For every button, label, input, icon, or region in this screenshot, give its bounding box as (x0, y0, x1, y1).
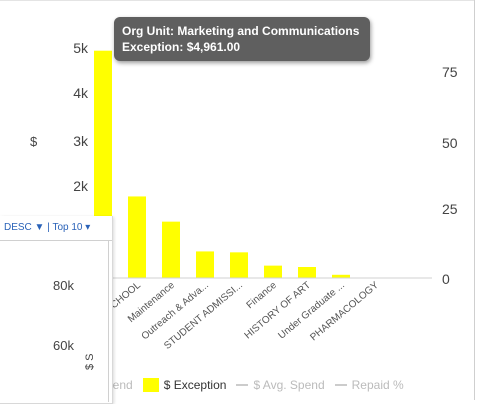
tooltip-key-org-unit: Org Unit: (122, 24, 174, 38)
sort-dropdown[interactable]: DESC ▼ (4, 222, 45, 233)
chevron-down-icon[interactable]: ▾ (85, 222, 91, 233)
legend-label-repaid: Repaid % (351, 378, 404, 392)
bar-6[interactable] (298, 267, 316, 278)
legend-swatch-avg-spend (236, 384, 249, 386)
tooltip-value-exception: $4,961.00 (186, 40, 241, 54)
y-tick-left-3k: 3k (73, 133, 88, 149)
panel-border (0, 0, 474, 1)
y-tick-right-0: 0 (442, 271, 450, 287)
legend-swatch-repaid (334, 384, 347, 386)
subchart-y-title: $ S (84, 353, 96, 370)
y-tick-left-4k: 4k (73, 85, 88, 101)
subchart-y-tick-80k: 80k (53, 278, 74, 293)
y-tick-left-5k: 5k (73, 40, 88, 56)
legend-item-exception[interactable]: $ Exception (142, 378, 227, 392)
bar-7[interactable] (332, 274, 350, 278)
bar-3[interactable] (196, 251, 214, 278)
subchart-y-tick-60k: 60k (53, 338, 74, 353)
tooltip-value-org-unit: Marketing and Communications (177, 24, 360, 38)
subchart-axis (108, 240, 109, 402)
tooltip: Org Unit: Marketing and Communications E… (114, 17, 370, 61)
tooltip-key-exception: Exception: (122, 40, 184, 54)
bar-5[interactable] (264, 265, 282, 278)
y-tick-left-2k: 2k (73, 178, 88, 194)
subchart-controls: DESC ▼ | Top 10 ▾ (4, 222, 90, 233)
bar-4[interactable] (230, 252, 248, 278)
control-separator: | (47, 222, 50, 233)
subchart-toolbar (0, 216, 112, 241)
y-axis-title: $ (30, 134, 38, 149)
bar-2[interactable] (162, 221, 180, 278)
legend-item-avg-spend[interactable]: $ Avg. Spend (236, 378, 325, 392)
top-n-dropdown[interactable]: Top 10 (52, 222, 83, 233)
legend-label-exception: $ Exception (163, 378, 227, 392)
y-tick-right-50: 50 (442, 135, 458, 151)
subchart-panel (0, 216, 113, 404)
legend-label-avg-spend: $ Avg. Spend (253, 378, 325, 392)
legend: $ Spend $ Exception $ Avg. Spend Repaid … (88, 376, 414, 394)
y-tick-right-75: 75 (442, 64, 458, 80)
y-tick-right-25: 25 (442, 201, 458, 217)
legend-swatch-exception (142, 378, 159, 392)
legend-item-repaid[interactable]: Repaid % (334, 378, 404, 392)
bar-1[interactable] (128, 196, 146, 278)
